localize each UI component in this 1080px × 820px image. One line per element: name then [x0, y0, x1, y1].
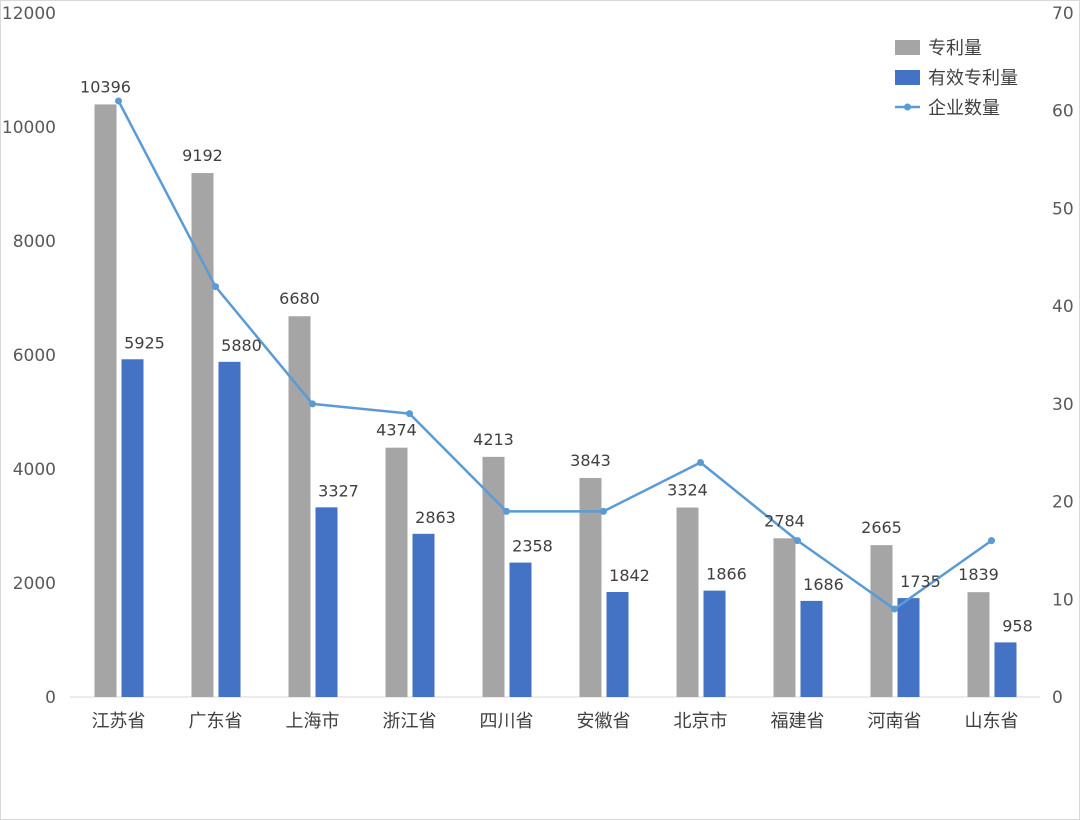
- bar-patents: [579, 477, 602, 697]
- bar-valid-patents: [800, 600, 823, 697]
- legend-swatch-series-0: [895, 40, 920, 55]
- category-label: 安徽省: [577, 711, 631, 732]
- bar-patents: [676, 507, 699, 697]
- legend-label-series-0: 专利量: [928, 38, 982, 59]
- data-label-valid-patents: 5880: [221, 336, 262, 355]
- data-label-valid-patents: 5925: [124, 333, 165, 352]
- bar-patents: [967, 592, 990, 697]
- data-label-patents: 4374: [376, 421, 417, 440]
- line-point-enterprise-count: [115, 97, 122, 105]
- data-label-valid-patents: 2863: [415, 508, 456, 527]
- bar-valid-patents: [121, 359, 144, 697]
- left-axis: 0 2000 4000 6000 8000 10000 12000: [2, 4, 56, 708]
- bar-patents: [870, 545, 893, 697]
- data-label-patents: 2665: [861, 518, 902, 537]
- right-axis-tick: 30: [1052, 395, 1074, 415]
- right-axis-tick: 50: [1052, 199, 1074, 219]
- legend-label-series-2: 企业数量: [928, 98, 1000, 119]
- bar-patents: [191, 173, 214, 697]
- left-axis-tick: 2000: [13, 574, 56, 594]
- line-point-enterprise-count: [212, 283, 219, 291]
- category-labels: 江苏省 广东省 上海市 浙江省 四川省 安徽省 北京市 福建省 河南省 山东省: [92, 711, 1019, 732]
- category-label: 福建省: [771, 711, 825, 732]
- right-axis-tick: 60: [1052, 102, 1074, 122]
- legend-swatch-series-1: [895, 70, 920, 85]
- bar-patents: [773, 538, 796, 697]
- data-label-valid-patents: 958: [1002, 616, 1033, 635]
- right-axis-tick: 40: [1052, 297, 1074, 317]
- bar-valid-patents: [412, 533, 435, 697]
- data-label-valid-patents: 1686: [803, 575, 844, 594]
- left-axis-tick: 10000: [2, 118, 56, 138]
- bar-patents: [94, 104, 117, 698]
- category-label: 四川省: [480, 711, 534, 732]
- left-axis-tick: 4000: [13, 460, 56, 480]
- category-label: 浙江省: [383, 711, 437, 732]
- category-label: 广东省: [189, 711, 243, 732]
- right-axis: 0 10 20 30 40 50 60 70: [1052, 4, 1074, 708]
- data-label-patents: 10396: [80, 77, 131, 96]
- category-label: 北京市: [674, 711, 728, 732]
- line-point-enterprise-count: [600, 507, 607, 515]
- data-label-valid-patents: 1866: [706, 565, 747, 584]
- right-axis-tick: 0: [1052, 688, 1063, 708]
- right-axis-tick: 20: [1052, 493, 1074, 513]
- left-axis-tick: 8000: [13, 232, 56, 252]
- line-point-enterprise-count: [697, 458, 704, 466]
- left-axis-tick: 6000: [13, 346, 56, 366]
- legend: 专利量 有效专利量 企业数量: [895, 38, 1018, 119]
- legend-swatch-series-2-marker: [904, 103, 911, 111]
- data-label-valid-patents: 3327: [318, 481, 359, 500]
- line-point-enterprise-count: [406, 410, 413, 418]
- bar-patents: [482, 456, 505, 697]
- data-label-patents: 4213: [473, 430, 514, 449]
- data-label-patents: 6680: [279, 289, 320, 308]
- line-point-enterprise-count: [309, 400, 316, 408]
- line-enterprise-count: [117, 100, 993, 611]
- right-axis-tick: 70: [1052, 4, 1074, 24]
- bar-patents: [288, 316, 311, 697]
- data-labels: 10396 5925 9192 5880 6680 3327 4374 2863 4213 235…: [80, 77, 1033, 635]
- data-label-patents: 3843: [570, 451, 611, 470]
- data-label-patents: 1839: [958, 565, 999, 584]
- bar-patents: [385, 447, 408, 697]
- right-axis-tick: 10: [1052, 590, 1074, 610]
- bar-valid-patents: [703, 590, 726, 697]
- category-label: 江苏省: [92, 711, 146, 732]
- bar-valid-patents: [509, 562, 532, 697]
- line-point-enterprise-count: [891, 605, 898, 613]
- data-label-valid-patents: 2358: [512, 537, 553, 556]
- data-label-valid-patents: 1842: [609, 566, 650, 585]
- bar-valid-patents: [315, 507, 338, 697]
- line-point-enterprise-count: [503, 507, 510, 515]
- left-axis-tick: 12000: [2, 4, 56, 24]
- data-label-patents: 9192: [182, 146, 223, 165]
- left-axis-tick: 0: [45, 688, 56, 708]
- bar-valid-patents: [994, 642, 1017, 697]
- bar-valid-patents: [897, 598, 920, 697]
- category-label: 上海市: [286, 711, 340, 732]
- category-label: 河南省: [868, 711, 922, 732]
- line-series: [115, 97, 995, 613]
- line-point-enterprise-count: [988, 537, 995, 545]
- category-label: 山东省: [965, 711, 1019, 732]
- line-point-enterprise-count: [794, 537, 801, 545]
- data-label-patents: 3324: [667, 481, 708, 500]
- data-label-patents: 2784: [764, 511, 805, 530]
- data-label-valid-patents: 1735: [900, 572, 941, 591]
- bar-valid-patents: [606, 592, 629, 697]
- bar-valid-patents: [218, 361, 241, 697]
- bars: [94, 104, 1017, 698]
- legend-label-series-1: 有效专利量: [928, 68, 1018, 89]
